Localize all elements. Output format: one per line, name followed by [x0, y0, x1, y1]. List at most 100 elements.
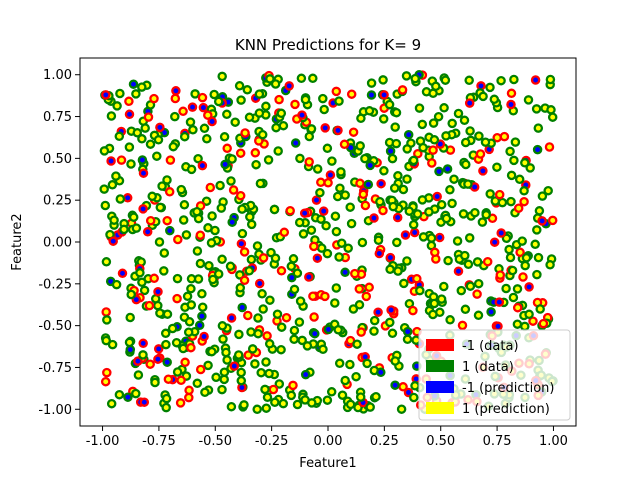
data-point — [203, 360, 213, 371]
data-point — [410, 381, 420, 391]
data-point — [226, 313, 237, 323]
data-point — [339, 139, 350, 150]
data-point — [207, 116, 217, 127]
data-point — [440, 75, 451, 85]
data-point — [292, 268, 303, 278]
data-point — [186, 300, 197, 310]
data-point — [464, 233, 475, 243]
data-point — [330, 298, 340, 308]
data-point — [312, 164, 323, 174]
data-point — [226, 401, 237, 412]
data-point — [107, 180, 118, 190]
data-point — [278, 398, 289, 409]
data-point — [336, 238, 347, 248]
data-point — [524, 282, 534, 292]
data-point — [340, 267, 350, 278]
data-point — [285, 205, 295, 216]
data-point — [219, 132, 230, 142]
data-point — [125, 312, 135, 323]
y-axis-label: Feature2 — [10, 213, 25, 270]
data-point — [256, 367, 266, 378]
data-point — [288, 380, 298, 391]
data-point — [354, 300, 365, 310]
data-point — [243, 310, 253, 321]
y-axis: 1.00 0.75 0.50 0.25 0.00 -0.25 -0.50 -0.75 -1.00 — [38, 68, 80, 418]
data-point — [513, 203, 524, 213]
data-point — [202, 134, 212, 144]
data-point — [102, 367, 112, 378]
data-point — [236, 95, 246, 105]
data-point — [222, 355, 232, 365]
data-point — [512, 319, 523, 329]
data-point — [115, 88, 125, 99]
data-point — [145, 215, 156, 226]
data-point — [131, 388, 141, 399]
data-point — [532, 269, 542, 280]
data-point — [369, 326, 379, 336]
data-point — [404, 206, 415, 216]
data-point — [355, 141, 365, 151]
data-point — [524, 309, 534, 320]
data-point — [547, 215, 558, 226]
data-point — [126, 159, 136, 169]
data-point — [453, 108, 464, 119]
data-point — [452, 236, 463, 246]
data-point — [494, 297, 505, 307]
data-point — [276, 322, 287, 332]
data-point — [162, 215, 172, 226]
data-point — [492, 162, 502, 172]
legend-swatch — [426, 360, 454, 372]
data-point — [337, 390, 348, 400]
data-point — [186, 164, 197, 175]
data-point — [390, 380, 400, 390]
data-point — [547, 112, 558, 122]
data-point — [264, 368, 274, 379]
data-point — [364, 282, 374, 293]
data-point — [122, 193, 133, 203]
data-point — [375, 196, 385, 207]
data-point — [316, 243, 327, 253]
data-point — [517, 236, 527, 246]
data-point — [254, 278, 265, 289]
data-point — [192, 246, 203, 256]
data-point — [192, 206, 202, 217]
data-point — [270, 79, 281, 89]
data-point — [213, 269, 224, 279]
data-point — [204, 260, 214, 271]
data-point — [320, 291, 330, 302]
data-point — [520, 260, 530, 271]
data-point — [385, 146, 396, 156]
data-point — [176, 375, 186, 386]
data-point — [260, 384, 270, 395]
data-point — [460, 304, 471, 315]
data-point — [239, 247, 250, 257]
data-point — [217, 321, 228, 331]
data-point — [519, 186, 529, 196]
data-point — [408, 219, 419, 230]
data-point — [464, 75, 474, 86]
data-point — [449, 174, 459, 184]
data-point — [262, 392, 273, 403]
data-point — [126, 289, 136, 300]
data-point — [387, 328, 398, 339]
data-point — [489, 237, 500, 247]
data-point — [192, 378, 203, 389]
data-point — [179, 200, 190, 210]
data-point — [210, 225, 220, 236]
data-point — [378, 205, 388, 216]
data-point — [265, 74, 275, 84]
data-point — [403, 129, 414, 140]
data-point — [159, 266, 169, 276]
data-point — [246, 219, 257, 230]
data-point — [311, 195, 322, 205]
data-point — [157, 181, 167, 191]
data-point — [312, 253, 323, 263]
x-tick-label: -0.75 — [142, 434, 176, 449]
data-point — [237, 204, 247, 214]
data-point — [206, 238, 217, 248]
data-point — [309, 312, 319, 322]
data-point — [258, 304, 268, 314]
data-point — [461, 159, 471, 170]
data-point — [345, 202, 355, 212]
data-point — [427, 158, 437, 168]
